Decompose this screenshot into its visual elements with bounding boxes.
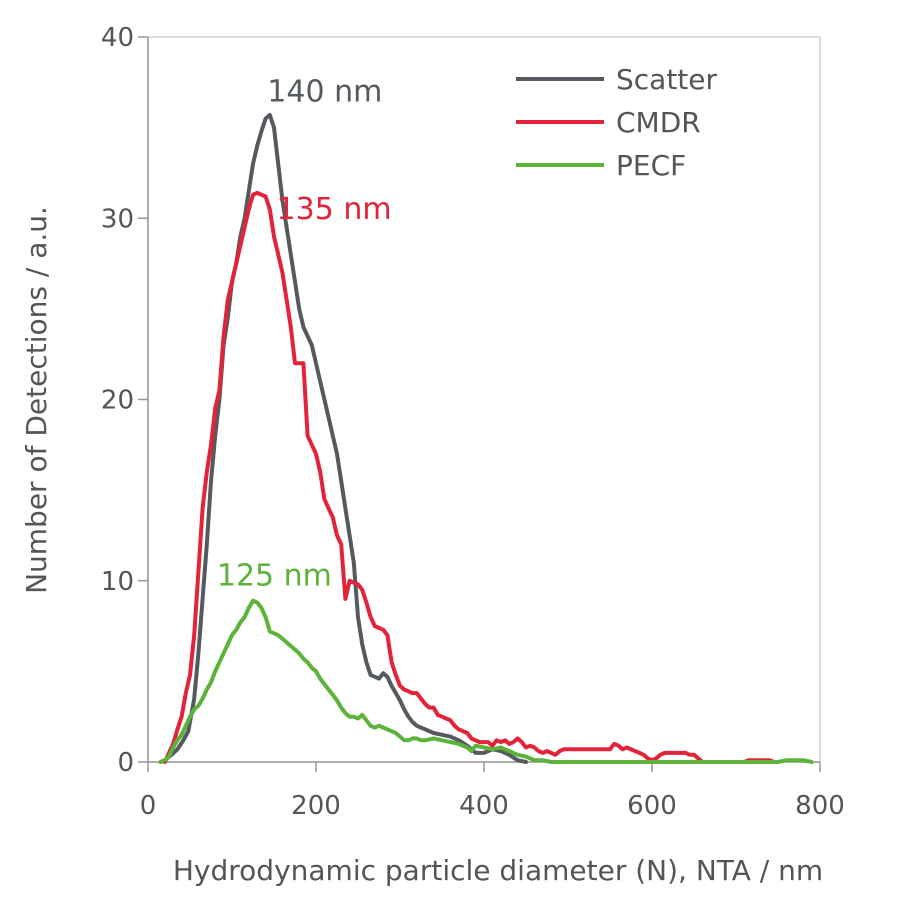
x-tick-label: 200: [291, 791, 341, 821]
x-axis-title: Hydrodynamic particle diameter (N), NTA …: [173, 854, 823, 887]
y-tick-label: 0: [117, 748, 134, 778]
y-tick-label: 10: [101, 567, 134, 597]
series-line-scatter: [158, 112, 528, 764]
plot-frame: [147, 36, 821, 763]
x-tick-label: 0: [140, 791, 157, 821]
peak-annotation: 135 nm: [277, 192, 392, 227]
y-axis-title: Number of Detections / a.u.: [20, 206, 53, 594]
peak-annotations: 140 nm 135 nm 125 nm: [217, 74, 392, 593]
y-tick-label: 30: [101, 204, 134, 234]
legend-label-pecf: PECF: [616, 149, 686, 182]
series-lines: [158, 112, 814, 764]
series-line-pecf: [158, 598, 814, 764]
legend-label-cmdr: CMDR: [616, 106, 701, 139]
legend: Scatter CMDR PECF: [516, 63, 718, 182]
y-tick-label: 40: [101, 23, 134, 53]
y-tick-label: 20: [101, 386, 134, 416]
x-tick-label: 600: [627, 791, 677, 821]
series-line-cmdr: [162, 190, 776, 764]
peak-annotation: 125 nm: [217, 558, 332, 593]
peak-annotation: 140 nm: [267, 74, 382, 109]
x-tick-label: 400: [459, 791, 509, 821]
x-tick-label: 800: [795, 791, 845, 821]
legend-label-scatter: Scatter: [616, 63, 718, 96]
